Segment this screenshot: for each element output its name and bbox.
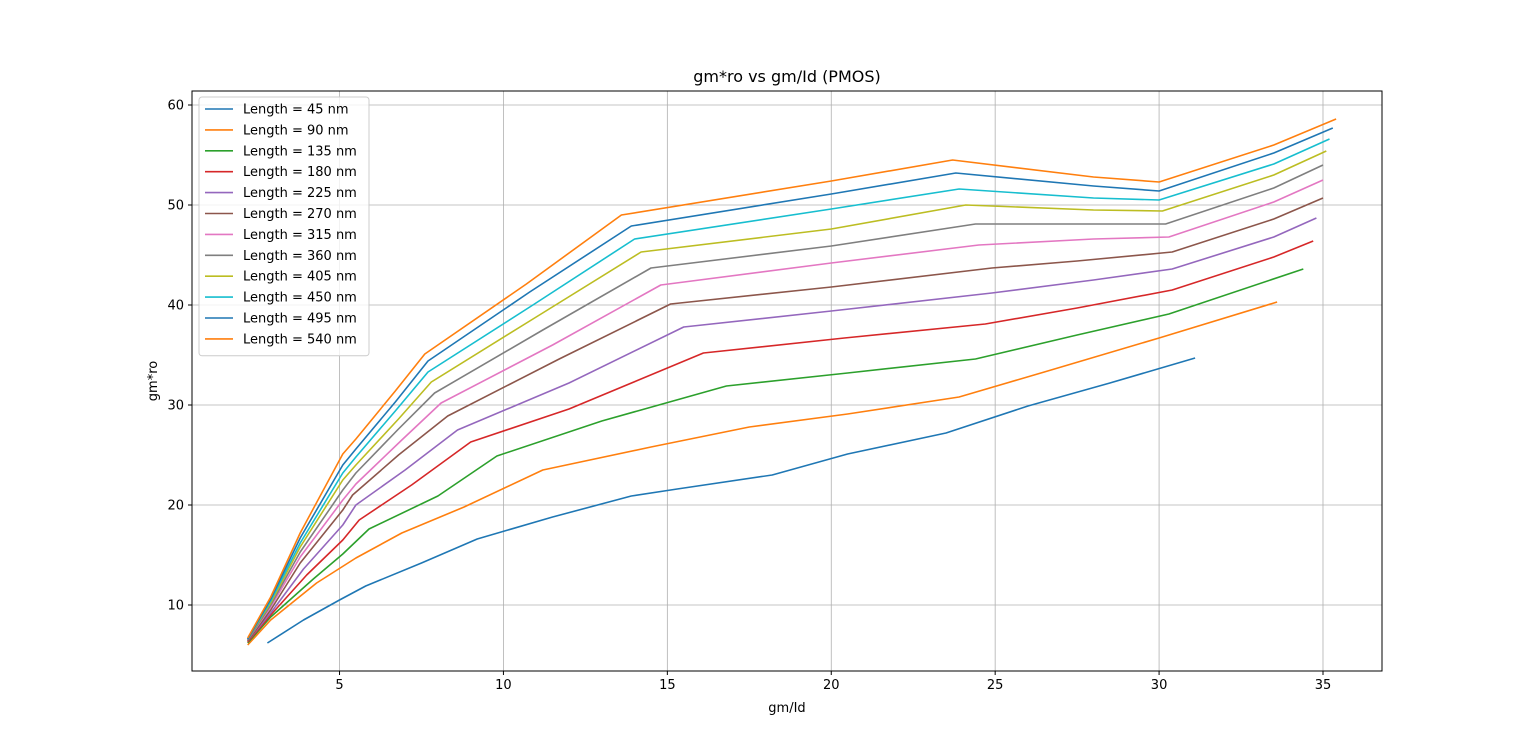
legend-entry: Length = 315 nm bbox=[243, 228, 357, 243]
legend-box bbox=[198, 96, 370, 357]
x-tick-label: 15 bbox=[659, 678, 676, 693]
y-tick-label: 20 bbox=[167, 499, 184, 514]
series-line-9 bbox=[247, 138, 1330, 640]
x-tick-label: 5 bbox=[335, 678, 343, 693]
y-tick-label: 40 bbox=[167, 299, 184, 314]
axis-ticks: 5 10 15 20 25 30 35 10 20 30 40 50 60 bbox=[167, 99, 1331, 694]
x-axis-label: gm/Id bbox=[768, 701, 805, 716]
series-line-1 bbox=[247, 301, 1278, 646]
legend-entry: Length = 45 nm bbox=[243, 103, 349, 118]
legend-entry: Length = 360 nm bbox=[243, 249, 357, 264]
series-line-4 bbox=[247, 217, 1317, 642]
legend-entry: Length = 180 nm bbox=[243, 165, 357, 180]
series-line-10 bbox=[247, 127, 1334, 640]
legend: Length = 45 nm Length = 90 nm Length = 135… bbox=[198, 96, 370, 357]
legend-entry: Length = 540 nm bbox=[243, 332, 357, 347]
x-tick-label: 10 bbox=[495, 678, 512, 693]
legend-entry: Length = 450 nm bbox=[243, 291, 357, 306]
series-line-7 bbox=[247, 164, 1324, 641]
legend-entry: Length = 405 nm bbox=[243, 270, 357, 285]
legend-entry: Length = 135 nm bbox=[243, 144, 357, 159]
series-line-6 bbox=[247, 179, 1324, 641]
series-line-5 bbox=[247, 197, 1324, 642]
legend-entry: Length = 495 nm bbox=[243, 312, 357, 327]
y-tick-label: 60 bbox=[167, 99, 184, 114]
series-line-8 bbox=[247, 150, 1327, 640]
series-lines bbox=[247, 118, 1337, 646]
chart-title: gm*ro vs gm/Id (PMOS) bbox=[693, 67, 881, 86]
series-line-2 bbox=[247, 268, 1304, 644]
x-tick-label: 30 bbox=[1151, 678, 1168, 693]
series-line-11 bbox=[247, 118, 1337, 639]
legend-entry: Length = 225 nm bbox=[243, 186, 357, 201]
y-tick-label: 30 bbox=[167, 399, 184, 414]
plot-frame bbox=[191, 90, 1383, 672]
x-tick-label: 20 bbox=[823, 678, 840, 693]
y-tick-label: 50 bbox=[167, 199, 184, 214]
y-axis-label: gm*ro bbox=[146, 361, 161, 401]
series-line-0 bbox=[266, 357, 1196, 644]
legend-entry: Length = 90 nm bbox=[243, 123, 349, 138]
legend-entry: Length = 270 nm bbox=[243, 207, 357, 222]
x-tick-label: 35 bbox=[1315, 678, 1332, 693]
y-tick-label: 10 bbox=[167, 599, 184, 614]
x-tick-label: 25 bbox=[987, 678, 1004, 693]
series-line-3 bbox=[247, 240, 1314, 643]
grid-lines bbox=[192, 91, 1382, 671]
